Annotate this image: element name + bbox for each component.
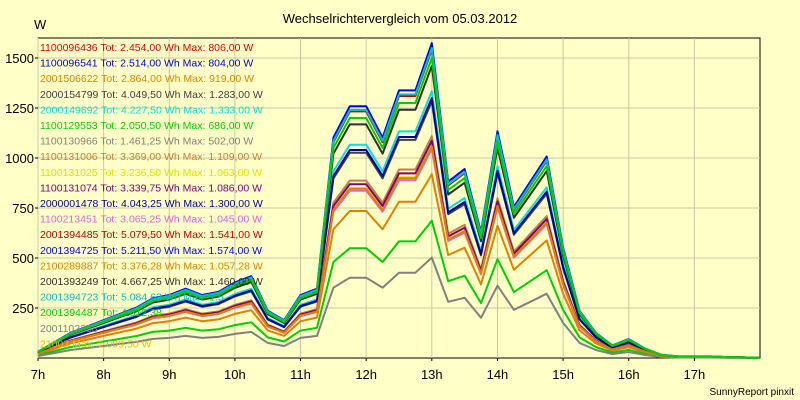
series-line bbox=[37, 97, 761, 359]
legend-entry: 1100131074 Tot: 3.339,75 Wh Max: 1.086,0… bbox=[40, 182, 262, 194]
y-tick-label: 500 bbox=[12, 251, 34, 266]
x-tick-label: 10h bbox=[224, 367, 246, 382]
legend-entry: 1100096541 Tot: 2.514,00 Wh Max: 804,00 … bbox=[40, 58, 253, 70]
x-tick-label: 14h bbox=[487, 367, 509, 382]
legend-entry: 1100130966 Tot: 1.461,25 Wh Max: 502,00 … bbox=[40, 136, 253, 148]
legend-entry: 1100131006 Tot: 3.369,00 Wh Max: 1.109,0… bbox=[40, 151, 262, 163]
chart-title: Wechselrichtervergleich vom 05.03.2012 bbox=[283, 11, 518, 26]
x-tick-label: 17h bbox=[684, 367, 706, 382]
legend-entry: 2001394723 Tot: 5.084,63 Wh Max: 1.5 bbox=[40, 292, 224, 304]
legend-entry: 1100129553 Tot: 2.050,50 Wh Max: 686,00 … bbox=[40, 120, 253, 132]
series-line bbox=[37, 57, 761, 359]
series-line bbox=[37, 256, 761, 359]
legend-entry: 1100213451 Tot: 3.065,25 Wh Max: 1.045,0… bbox=[40, 214, 262, 226]
x-tick-label: 9h bbox=[162, 367, 176, 382]
x-tick-label: 12h bbox=[355, 367, 377, 382]
y-tick-label: 1000 bbox=[5, 151, 34, 166]
x-tick-label: 16h bbox=[618, 367, 640, 382]
legend-entry: 2001394725 Tot: 5.211,50 Wh Max: 1.574,0… bbox=[40, 245, 262, 257]
series-lines bbox=[37, 42, 761, 359]
y-tick-label: 750 bbox=[12, 201, 34, 216]
x-tick-label: 15h bbox=[552, 367, 574, 382]
footer-credit: SunnyReport pinxit bbox=[710, 387, 795, 398]
series-line bbox=[37, 145, 761, 359]
x-tick-label: 11h bbox=[290, 367, 311, 382]
legend-entry: 1100096436 Tot: 2.454,00 Wh Max: 806,00 … bbox=[40, 42, 253, 54]
legend-entry: 2100289887 Tot: 3.376,28 Wh Max: 1.057,2… bbox=[40, 260, 263, 272]
legend: 1100096436 Tot: 2.454,00 Wh Max: 806,00 … bbox=[40, 42, 263, 350]
legend-entry: 1100131025 Tot: 3.236,50 Wh Max: 1.063,0… bbox=[40, 167, 262, 179]
y-ticks: 250 500 750 1000 1250 1500 bbox=[5, 51, 38, 316]
legend-entry: 2000154799 Tot: 4.049,50 Wh Max: 1.283,0… bbox=[40, 89, 263, 101]
legend-entry: 2001394487 Tot: 4.812,38 bbox=[40, 307, 162, 319]
legend-entry: 2000001478 Tot: 4.043,25 Wh Max: 1.300,0… bbox=[40, 198, 263, 210]
legend-entry: 2001393249 Tot: 4.667,25 Wh Max: 1.460,0… bbox=[40, 276, 263, 288]
legend-entry: 2001394485 Tot: 5.079,50 Wh Max: 1.541,0… bbox=[40, 229, 263, 241]
x-tick-label: 7h bbox=[31, 367, 45, 382]
series-line bbox=[37, 219, 761, 359]
y-tick-label: 1500 bbox=[5, 51, 34, 66]
y-axis-label: W bbox=[34, 17, 47, 32]
legend-entry: 2000149692 Tot: 4.227,50 Wh Max: 1.333,0… bbox=[40, 104, 263, 116]
y-tick-label: 250 bbox=[12, 301, 34, 316]
legend-entry: 2001102358 bbox=[40, 323, 98, 335]
x-tick-label: 8h bbox=[96, 367, 110, 382]
legend-entry: 2001506622 Tot: 2.864,00 Wh Max: 919,00 … bbox=[40, 73, 254, 85]
x-ticks: 7h 8h 9h 10h 11h 12h 13h 14h 15h 16h 17h bbox=[31, 358, 705, 382]
legend-entry: 21003 Max: 1.009,50 W bbox=[40, 338, 152, 350]
x-tick-label: 13h bbox=[421, 367, 443, 382]
y-tick-label: 1250 bbox=[5, 101, 34, 116]
